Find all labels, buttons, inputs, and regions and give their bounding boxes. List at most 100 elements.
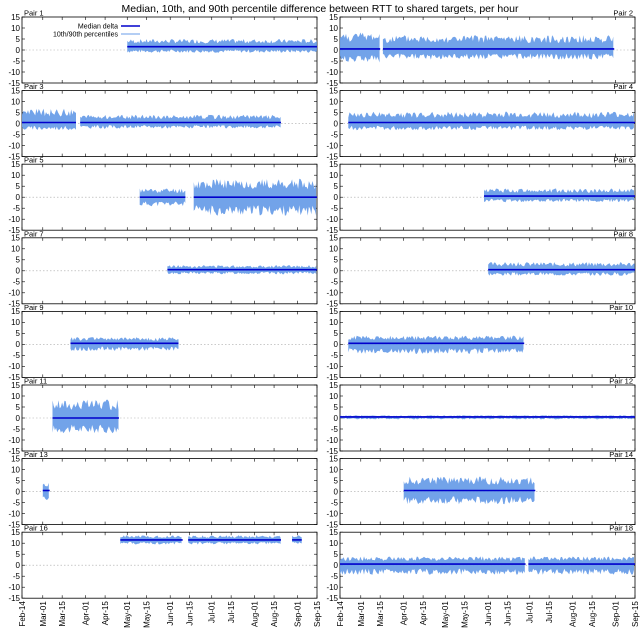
y-tick-label: 5 [16,182,21,191]
y-tick-label: 5 [16,403,21,412]
y-tick-label: 15 [11,528,20,537]
panel-10: 15 10 5 0 -5 -10 -15 Pair 10 [326,303,636,382]
x-tick-label: Apr-15 [101,601,110,626]
x-tick-label: Sep-15 [313,601,322,627]
y-tick-label: -10 [8,289,20,298]
y-tick-label: -10 [326,289,338,298]
y-tick-label: -15 [326,594,338,603]
y-tick-label: -15 [8,447,20,456]
y-tick-label: -5 [331,498,339,507]
y-tick-label: 10 [329,171,338,180]
y-tick-label: -10 [8,141,20,150]
y-tick-label: 15 [11,13,20,22]
y-tick-label: 5 [334,182,339,191]
panel-label: Pair 2 [613,9,633,18]
y-tick-label: 0 [16,46,21,55]
y-tick-label: 10 [329,245,338,254]
y-tick-label: 15 [329,528,338,537]
panel-label: Pair 12 [609,377,633,386]
x-tick-label: Mar-01 [357,601,366,627]
panel-label: Pair 13 [24,450,48,459]
y-tick-label: -15 [8,226,20,235]
y-tick-label: -10 [8,436,20,445]
y-tick-label: 0 [16,487,21,496]
panel-9: 15 10 5 0 -5 -10 -15 Pair 9 [8,303,318,382]
y-tick-label: 0 [16,193,21,202]
y-tick-label: -5 [331,572,339,581]
panel-13: 15 10 5 0 -5 -10 -15 Pair 13 [8,450,318,529]
y-tick-label: -10 [326,68,338,77]
y-tick-label: -10 [326,583,338,592]
x-tick-label: Jul-15 [545,601,554,623]
y-tick-label: 10 [11,539,20,548]
panel-5: 15 10 5 0 -5 -10 -15 Pair 5 [8,156,318,235]
y-tick-label: 15 [329,160,338,169]
y-tick-label: 5 [334,108,339,117]
x-tick-label: Jun-01 [166,601,175,626]
y-tick-label: 10 [329,539,338,548]
y-tick-label: 15 [11,454,20,463]
x-tick-label: Aug-15 [588,601,597,627]
x-tick-label: Jul-01 [208,601,217,623]
y-tick-label: -15 [326,152,338,161]
y-tick-label: 10 [329,97,338,106]
panel-label: Pair 6 [613,156,633,165]
panel-11: 15 10 5 0 -5 -10 -15 Pair 11 [8,377,318,456]
x-tick-label: Jun-15 [186,601,195,626]
y-tick-label: 10 [329,24,338,33]
panel-1: 15 10 5 0 -5 -10 -15 Pair 1 Median delta10th/90t… [8,9,318,88]
y-tick-label: -5 [331,57,339,66]
panel-16: 15 10 5 0 -5 -10 -15 Pair 18 Feb-14 Mar-01 Mar-15 A… [326,524,640,628]
panel-4: 15 10 5 0 -5 -10 -15 Pair 4 [326,82,636,161]
panel-14: 15 10 5 0 -5 -10 -15 Pair 14 [326,450,636,529]
y-tick-label: -5 [13,130,21,139]
y-tick-label: -5 [13,498,21,507]
x-tick-label: Sep-01 [294,601,303,627]
y-tick-label: 15 [329,13,338,22]
y-tick-label: 15 [11,86,20,95]
x-tick-label: Apr-15 [419,601,428,626]
y-tick-label: 10 [329,392,338,401]
y-tick-label: 10 [11,392,20,401]
y-tick-label: 5 [334,476,339,485]
y-tick-label: 5 [334,329,339,338]
x-tick-label: Mar-15 [376,601,385,627]
y-tick-label: -10 [326,509,338,518]
y-tick-label: 5 [16,329,21,338]
y-tick-label: 15 [11,381,20,390]
y-tick-label: 0 [334,340,339,349]
x-tick-label: Aug-01 [569,601,578,627]
y-tick-label: -15 [8,594,20,603]
x-tick-label: Aug-15 [270,601,279,627]
y-tick-label: -15 [326,79,338,88]
y-tick-label: -15 [8,373,20,382]
y-tick-label: -5 [331,204,339,213]
y-tick-label: 0 [16,340,21,349]
y-tick-label: -10 [326,215,338,224]
x-tick-label: Sep-01 [612,601,621,627]
y-tick-label: 5 [334,403,339,412]
y-tick-label: 0 [16,561,21,570]
y-tick-label: -10 [326,141,338,150]
legend-label: Median delta [78,24,118,31]
percentile-band [382,35,614,60]
y-tick-label: -10 [8,215,20,224]
y-tick-label: 5 [16,550,21,559]
y-tick-label: -15 [326,373,338,382]
panel-label: Pair 16 [24,524,48,533]
y-tick-label: 10 [11,245,20,254]
y-tick-label: -15 [326,300,338,309]
panel-label: Pair 10 [609,303,633,312]
y-tick-label: -5 [13,425,21,434]
y-tick-label: -15 [8,152,20,161]
y-tick-label: 5 [16,108,21,117]
percentile-band [528,556,634,575]
percentile-band [42,482,49,500]
x-tick-label: Sep-15 [631,601,640,627]
x-tick-label: Aug-01 [251,601,260,627]
panel-label: Pair 11 [24,377,47,386]
y-tick-label: -5 [13,57,21,66]
y-tick-label: 0 [16,414,21,423]
x-tick-label: May-01 [441,601,450,628]
